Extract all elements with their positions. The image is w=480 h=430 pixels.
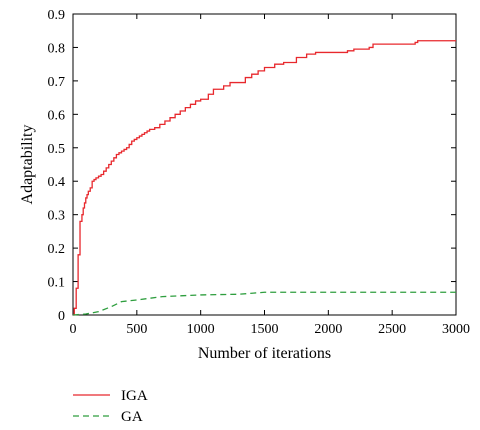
y-tick-label: 0 (58, 309, 65, 324)
series-line-iga (73, 40, 456, 316)
series-line-ga (72, 291, 456, 316)
y-tick-label: 0.3 (48, 209, 66, 224)
x-tick-label: 2500 (378, 322, 406, 337)
legend-label-iga: IGA (121, 388, 148, 404)
y-tick-label: 0.2 (48, 242, 66, 257)
x-tick-label: 500 (126, 322, 147, 337)
y-tick-label: 0.7 (48, 75, 66, 90)
x-tick-label: 1000 (187, 322, 215, 337)
y-axis-title: Adaptability (19, 125, 36, 205)
y-tick-label: 0.6 (48, 108, 66, 123)
y-tick-label: 0.8 (48, 41, 66, 56)
x-tick-label: 3000 (442, 322, 470, 337)
x-tick-label: 1500 (251, 322, 279, 337)
y-tick-label: 0.4 (48, 175, 66, 190)
x-tick-label: 2000 (314, 322, 342, 337)
y-tick-label: 0.9 (48, 8, 66, 23)
plot-area (72, 40, 456, 316)
axis-ticks: 0 500 1000 1500 2000 2500 3000 0 0.1 0.2 0.3 0.4 0.5… (48, 8, 471, 337)
legend-label-ga: GA (121, 409, 143, 425)
y-tick-label: 0.5 (48, 142, 66, 157)
legend: IGA GA (73, 388, 148, 425)
y-tick-label: 0.1 (48, 276, 66, 291)
plot-frame (72, 13, 457, 316)
x-axis-title: Number of iterations (198, 345, 331, 362)
x-tick-label: 0 (70, 322, 77, 337)
